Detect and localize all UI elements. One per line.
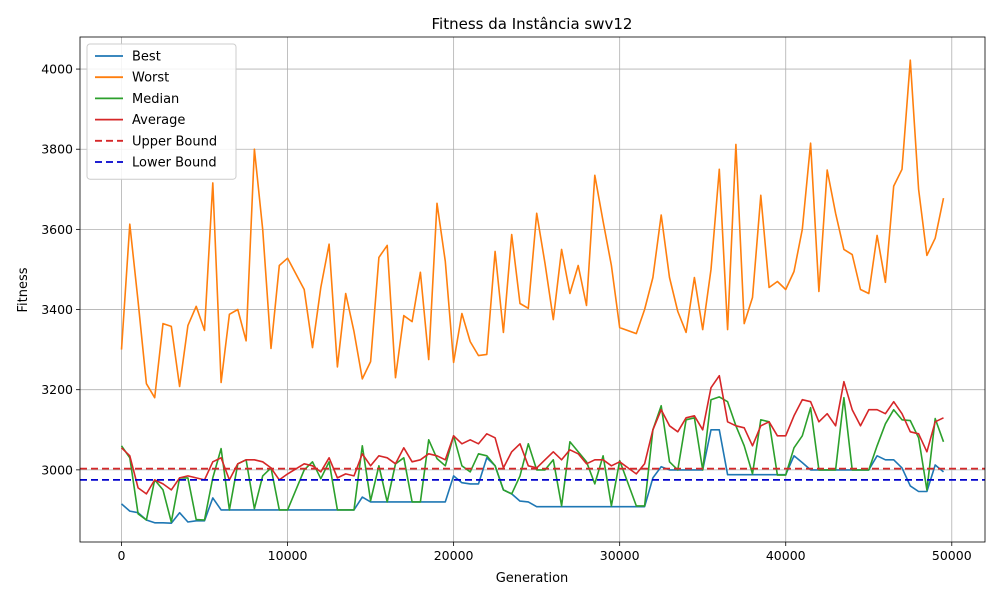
y-tick-label: 3000 <box>41 462 73 477</box>
y-axis-label: Fitness <box>16 267 31 312</box>
x-tick-label: 0 <box>118 548 126 563</box>
legend-label-worst: Worst <box>132 71 169 86</box>
x-tick-label: 10000 <box>268 548 308 563</box>
worst-series-line <box>120 59 945 399</box>
legend-label-lower-bound: Lower Bound <box>132 156 217 171</box>
legend-label-average: Average <box>132 113 185 128</box>
legend: Best Worst Median Average Upper Bound Lower B… <box>86 43 237 180</box>
y-tick-label: 3600 <box>41 222 73 237</box>
y-tick-label: 4000 <box>41 62 73 77</box>
legend-label-median: Median <box>132 92 179 107</box>
x-tick-label: 50000 <box>932 548 972 563</box>
plot-frame <box>79 36 986 543</box>
average-series-line <box>120 374 944 495</box>
x-tick-label: 30000 <box>600 548 640 563</box>
legend-label-upper-bound: Upper Bound <box>132 134 217 149</box>
y-tick-label: 3200 <box>41 382 73 397</box>
axis-ticks: 0 10000 20000 30000 40000 50000 3000 3200 3400 36… <box>41 62 972 563</box>
legend-box <box>86 43 237 180</box>
legend-label-best: Best <box>132 50 161 65</box>
y-tick-label: 3400 <box>41 302 73 317</box>
series-lines <box>80 59 985 525</box>
x-axis-label: Generation <box>496 571 569 586</box>
chart-title: Fitness da Instância swv12 <box>432 15 633 33</box>
y-tick-label: 3800 <box>41 142 73 157</box>
x-tick-label: 40000 <box>766 548 806 563</box>
x-tick-label: 20000 <box>434 548 474 563</box>
median-series-line <box>120 396 945 523</box>
